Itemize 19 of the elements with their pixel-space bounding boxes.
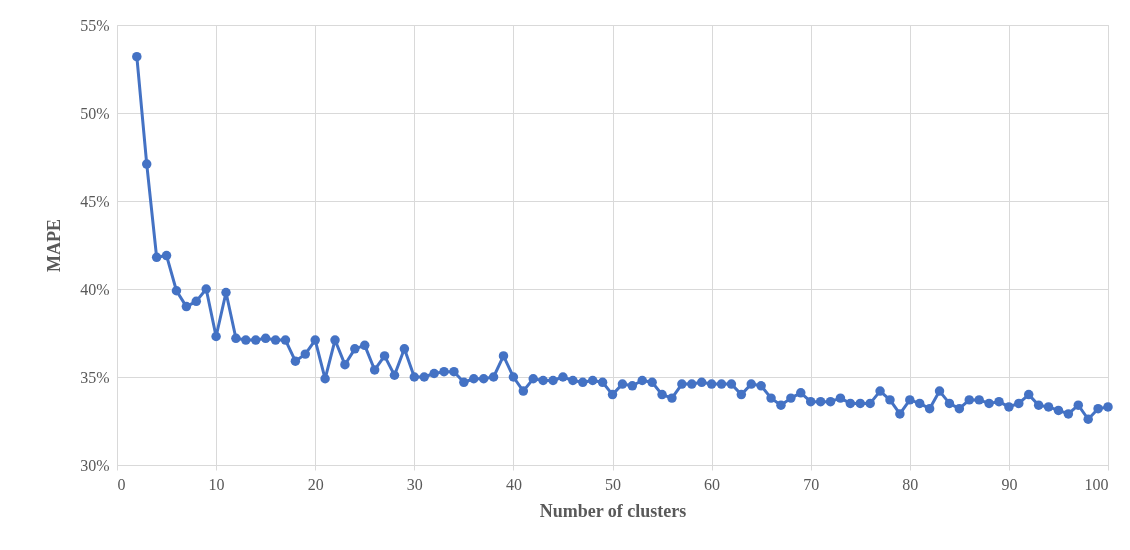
x-tick-label: 90 [1001, 475, 1018, 493]
x-tick-label: 80 [902, 475, 919, 493]
y-tick-label: 40% [80, 280, 110, 298]
y-tick-label: 35% [80, 368, 110, 386]
x-tick-label: 40 [505, 475, 522, 493]
x-tick-label: 60 [704, 475, 721, 493]
y-tick-label: 45% [80, 192, 110, 210]
y-tick-label: 55% [80, 16, 110, 34]
x-tick-label: 10 [208, 475, 225, 493]
x-tick-label: 30 [406, 475, 423, 493]
y-tick-label: 50% [80, 104, 110, 122]
y-axis-title: MAPE [44, 219, 65, 272]
x-tick-label: 20 [307, 475, 324, 493]
x-tick-label: 50 [605, 475, 621, 493]
x-tick-label: 70 [803, 475, 820, 493]
x-axis-title: Number of clusters [539, 500, 687, 521]
x-tick-label: 0 [117, 475, 126, 493]
x-tick-label: 100 [1084, 475, 1109, 493]
y-tick-label: 30% [80, 456, 110, 474]
